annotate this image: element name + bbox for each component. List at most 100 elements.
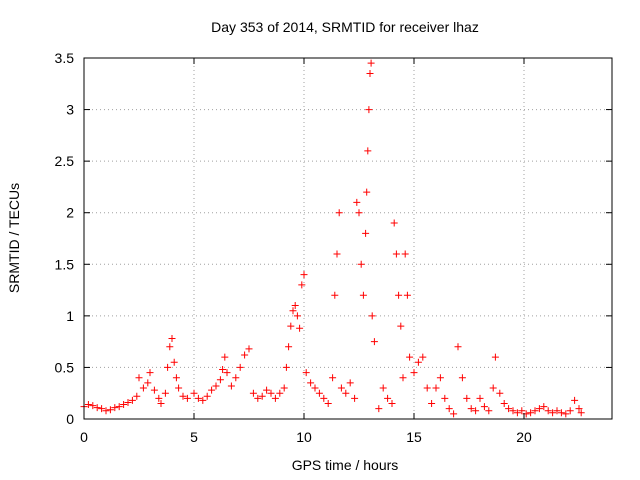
data-point <box>450 410 458 418</box>
data-point <box>254 394 262 402</box>
data-point <box>106 406 114 414</box>
data-point <box>359 291 367 299</box>
data-point <box>311 384 319 392</box>
data-point <box>276 389 284 397</box>
data-point <box>384 394 392 402</box>
data-point <box>285 343 293 351</box>
data-point <box>428 400 436 408</box>
data-points <box>80 59 585 418</box>
data-point <box>221 353 229 361</box>
data-point <box>150 386 158 394</box>
data-point <box>509 407 517 415</box>
data-point <box>199 396 207 404</box>
data-point <box>170 358 178 366</box>
data-point <box>249 389 257 397</box>
data-point <box>467 405 475 413</box>
data-point <box>496 389 504 397</box>
data-point <box>419 353 427 361</box>
data-point <box>300 271 308 279</box>
data-point <box>183 394 191 402</box>
data-point <box>505 405 513 413</box>
data-point <box>500 400 508 408</box>
data-point <box>441 394 449 402</box>
data-point <box>287 322 295 330</box>
data-point <box>324 400 332 408</box>
data-point <box>331 291 339 299</box>
data-point <box>335 209 343 217</box>
data-point <box>329 374 337 382</box>
data-point <box>111 404 119 412</box>
data-point <box>144 379 152 387</box>
data-point <box>172 374 180 382</box>
x-tick-label: 10 <box>296 429 312 445</box>
data-point <box>267 389 275 397</box>
plot-frame <box>83 57 613 420</box>
data-point <box>227 382 235 390</box>
x-tick-label: 5 <box>190 429 198 445</box>
data-point <box>190 389 198 397</box>
data-point <box>155 394 163 402</box>
data-point <box>223 369 231 377</box>
data-point <box>355 209 363 217</box>
data-point <box>293 312 301 320</box>
data-point <box>540 403 548 411</box>
data-point <box>353 198 361 206</box>
data-point <box>236 363 244 371</box>
data-point <box>432 384 440 392</box>
data-point <box>375 405 383 413</box>
tick-marks <box>83 57 612 420</box>
data-point <box>337 384 345 392</box>
data-point <box>164 363 172 371</box>
axes <box>83 57 613 420</box>
data-point <box>544 407 552 415</box>
data-point <box>115 403 123 411</box>
data-point <box>179 392 187 400</box>
data-point <box>280 384 288 392</box>
data-point <box>175 384 183 392</box>
data-point <box>219 365 227 373</box>
data-point <box>363 188 371 196</box>
data-point <box>133 392 141 400</box>
data-point <box>307 379 315 387</box>
data-point <box>291 302 299 310</box>
data-point <box>367 59 375 67</box>
y-tick-label: 0 <box>66 411 74 427</box>
y-tick-label: 2 <box>66 205 74 221</box>
data-point <box>315 389 323 397</box>
data-point <box>577 409 585 417</box>
data-point <box>120 401 128 409</box>
data-point <box>298 281 306 289</box>
data-point <box>571 396 579 404</box>
y-tick-label: 1 <box>66 308 74 324</box>
data-point <box>208 386 216 394</box>
data-point <box>406 353 414 361</box>
data-point <box>401 250 409 258</box>
data-point <box>365 106 373 114</box>
data-point <box>476 394 484 402</box>
data-point <box>472 407 480 415</box>
data-point <box>124 398 132 406</box>
data-point <box>388 400 396 408</box>
data-point <box>395 291 403 299</box>
data-point <box>258 392 266 400</box>
y-tick-label: 3.5 <box>55 50 75 66</box>
data-point <box>463 394 471 402</box>
data-point <box>527 409 535 417</box>
data-point <box>575 405 583 413</box>
data-point <box>135 374 143 382</box>
data-point <box>168 335 176 343</box>
data-point <box>302 369 310 377</box>
x-tick-label: 15 <box>406 429 422 445</box>
tick-labels: 0 5 10 15 20 0 0.5 1 1.5 2 2.5 3 3.5 <box>55 50 532 445</box>
data-point <box>93 404 101 412</box>
data-point <box>232 374 240 382</box>
data-point <box>216 376 224 384</box>
data-point <box>423 384 431 392</box>
y-tick-label: 3 <box>66 102 74 118</box>
data-point <box>333 250 341 258</box>
data-point <box>346 379 354 387</box>
data-point <box>128 396 136 404</box>
x-tick-label: 0 <box>80 429 88 445</box>
data-point <box>212 382 220 390</box>
